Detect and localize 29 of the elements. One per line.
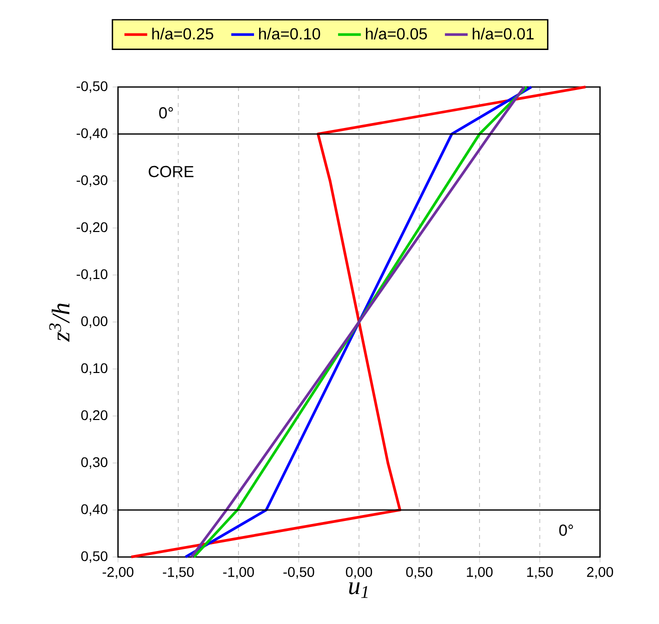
y-axis-title: z$^{3}$/h [49,304,70,342]
legend-label: h/a=0.01 [472,28,534,40]
legend-label: h/a=0.25 [152,28,214,40]
x-tick-label: 0,50 [406,567,432,579]
y-tick-label: 0,30 [81,457,108,469]
y-tick-label: 0,50 [81,551,108,563]
legend-label: h/a=0.05 [366,28,427,40]
y-tick-label: -0,30 [76,175,108,187]
y-tick-label: -0,40 [76,128,108,140]
x-tick-label: -1,50 [162,567,194,579]
x-axis-title: u$_{1}$ [349,582,368,598]
legend-label: h/a=0.10 [259,28,320,40]
y-tick-label: -0,20 [76,222,108,234]
annotation: 0° [559,524,573,536]
x-tick-label: -2,00 [102,567,134,579]
x-tick-label: 2,00 [587,567,614,579]
x-tick-label: -1,00 [223,567,254,579]
y-tick-label: 0,20 [81,410,108,422]
x-tick-label: -0,50 [283,567,314,579]
y-tick-label: -0,50 [76,81,108,93]
y-tick-label: 0,10 [81,363,108,375]
x-tick-label: 0,00 [346,567,372,579]
x-tick-label: 1,00 [466,567,493,579]
annotation: 0° [159,107,173,118]
y-tick-label: 0,40 [81,504,108,516]
annotation: CORE [148,166,194,178]
y-tick-label: -0,10 [76,269,108,281]
x-tick-label: 1,50 [527,567,553,579]
y-tick-label: 0,00 [81,316,108,328]
